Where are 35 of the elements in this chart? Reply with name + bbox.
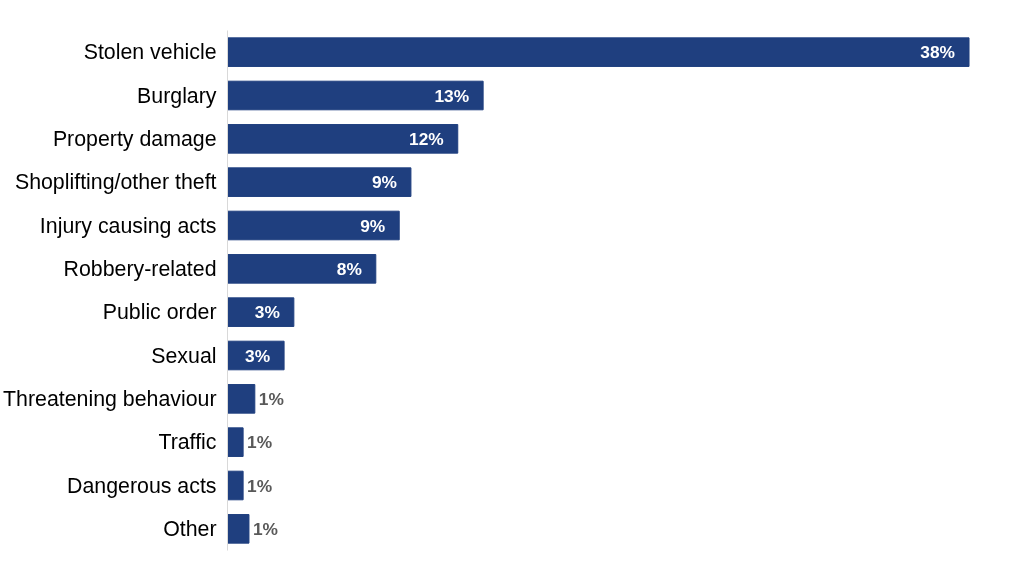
y-tick-label: Threatening behaviour [3,386,217,411]
y-tick-label: Shoplifting/other theft [14,170,217,195]
data-label: 1% [252,518,279,539]
bar [227,514,250,544]
bar [227,124,459,154]
bar [227,37,970,67]
data-label: 38% [920,42,956,63]
y-tick-label: Sexual [151,343,217,368]
data-label: 9% [360,215,386,236]
data-label: 3% [245,345,271,366]
data-label: 9% [371,172,397,193]
y-tick-label: Stolen vehicle [83,40,217,65]
y-tick-label: Robbery-related [63,256,217,281]
bar [227,210,400,241]
y-tick-label: Dangerous acts [67,473,217,498]
data-label: 1% [247,432,273,453]
data-label: 1% [247,475,273,496]
data-label: 8% [336,258,362,279]
bar [227,254,377,284]
y-tick-label: Other [163,516,217,541]
bar [227,427,244,457]
bar [227,167,412,197]
bar [227,384,256,414]
data-label: 12% [409,128,444,149]
y-tick-label: Public order [102,300,217,325]
bar [227,297,295,327]
data-label: 13% [434,85,470,106]
y-tick-label: Property damage [52,126,217,151]
bar [227,470,244,501]
data-label: 3% [254,302,280,323]
y-tick-label: Traffic [158,430,217,455]
data-label: 1% [258,388,284,409]
bar [227,80,484,111]
y-tick-label: Burglary [137,83,217,108]
y-tick-label: Injury causing acts [39,213,217,238]
